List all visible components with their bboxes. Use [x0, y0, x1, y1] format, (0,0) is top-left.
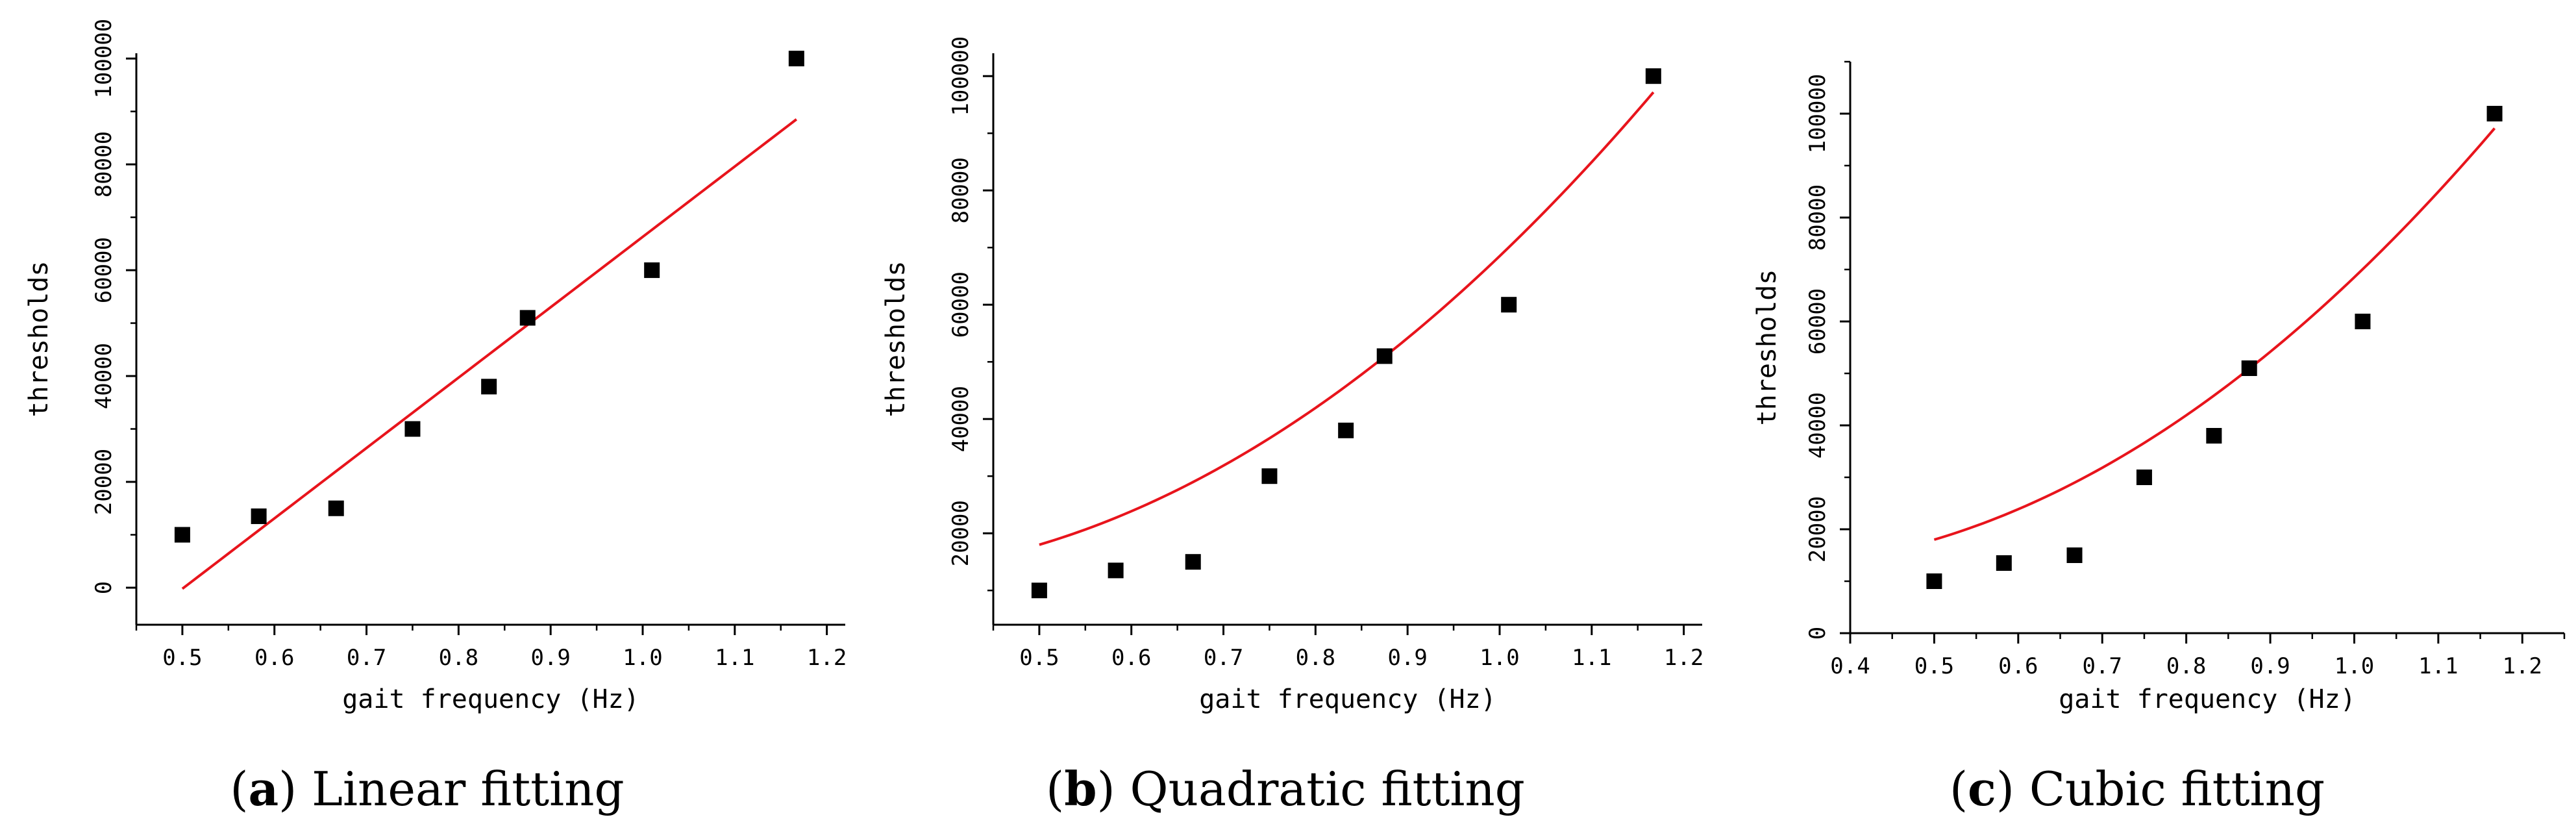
x-tick-label: 1.2 — [2503, 653, 2542, 679]
chart-panel-b: 0.5 0.6 0.7 0.8 0.9 1.0 1.1 1.2 20000 40000 60000 8… — [881, 36, 1703, 816]
panel-caption: (b) Quadratic fitting — [1046, 761, 1525, 816]
data-point — [251, 508, 267, 524]
y-axis-title: thresholds — [1752, 270, 1782, 426]
y-tick-label: 0 — [1805, 627, 1831, 640]
data-point — [2241, 360, 2257, 376]
y-tick-label: 80000 — [948, 157, 974, 223]
x-tick-label: 0.9 — [2250, 653, 2290, 679]
data-point — [1031, 583, 1047, 599]
x-tick-label: 0.4 — [1830, 653, 1870, 679]
x-tick-label: 1.0 — [2334, 653, 2374, 679]
x-tick-label: 0.7 — [1204, 645, 1243, 671]
x-axis-title: gait frequency (Hz) — [1199, 684, 1496, 714]
data-point — [328, 500, 344, 516]
y-tick-label: 80000 — [1805, 184, 1831, 251]
y-tick-label: 20000 — [91, 449, 117, 515]
x-tick-label: 0.6 — [1998, 653, 2038, 679]
y-tick-label: 0 — [91, 581, 117, 594]
caption-letter: b — [1064, 761, 1096, 816]
panel-caption: (c) Cubic fitting — [1950, 761, 2325, 816]
caption-letter: c — [1968, 761, 1996, 816]
data-point — [1996, 555, 2012, 571]
data-point — [1501, 297, 1517, 313]
x-tick-label: 0.7 — [347, 645, 386, 671]
y-axis-title: thresholds — [881, 261, 911, 418]
data-point — [2206, 428, 2222, 444]
caption-paren: ( — [1046, 762, 1064, 816]
caption-paren: ( — [1950, 762, 1968, 816]
fit-curve-line — [181, 118, 798, 590]
x-tick-label: 0.8 — [439, 645, 478, 671]
caption-letter: a — [249, 761, 279, 816]
y-tick-label: 100000 — [948, 36, 974, 116]
data-point — [1376, 348, 1393, 364]
caption-text: ) Linear fitting — [279, 762, 624, 816]
data-point — [1261, 468, 1278, 484]
x-tick-label: 1.2 — [807, 645, 847, 671]
data-point — [404, 421, 421, 437]
y-tick-label: 40000 — [91, 343, 117, 409]
x-tick-label: 0.7 — [2083, 653, 2122, 679]
y-tick-label: 20000 — [948, 500, 974, 566]
data-point — [519, 310, 536, 326]
y-axis-title: thresholds — [24, 261, 54, 418]
data-point — [2355, 314, 2371, 329]
x-tick-label: 1.1 — [715, 645, 754, 671]
chart-panel-a: 0.5 0.6 0.7 0.8 0.9 1.0 1.1 1.2 0 20000 40000 60000… — [24, 19, 847, 816]
data-point — [1645, 68, 1661, 84]
x-tick-label: 0.5 — [162, 645, 202, 671]
y-tick-label: 20000 — [1805, 496, 1831, 562]
y-tick-label: 60000 — [948, 271, 974, 338]
x-tick-label: 0.6 — [254, 645, 294, 671]
x-tick-label: 1.1 — [1572, 645, 1611, 671]
panel-caption: (a) Linear fitting — [230, 761, 624, 816]
chart-panel-c: 0.4 0.5 0.6 0.7 0.8 0.9 1.0 1.1 1.2 0 20000 40000 60… — [1752, 60, 2566, 816]
y-tick-label: 60000 — [91, 237, 117, 303]
y-tick-label: 40000 — [948, 386, 974, 452]
data-point — [2136, 470, 2152, 485]
x-axis-title: gait frequency (Hz) — [2059, 684, 2356, 714]
x-tick-label: 0.5 — [1019, 645, 1059, 671]
x-tick-label: 0.9 — [530, 645, 570, 671]
x-tick-label: 1.1 — [2418, 653, 2458, 679]
caption-paren: ( — [230, 762, 248, 816]
data-point — [1108, 562, 1124, 579]
x-tick-label: 1.2 — [1664, 645, 1703, 671]
x-tick-label: 1.0 — [623, 645, 662, 671]
y-tick-label: 60000 — [1805, 288, 1831, 355]
caption-text: ) Quadratic fitting — [1097, 762, 1525, 816]
data-point — [2486, 106, 2503, 121]
caption-text: ) Cubic fitting — [1996, 762, 2325, 816]
x-axis-title: gait frequency (Hz) — [342, 684, 639, 714]
y-tick-label: 100000 — [91, 19, 117, 99]
data-point — [788, 51, 804, 67]
x-tick-label: 0.5 — [1914, 653, 1954, 679]
data-point — [644, 262, 660, 279]
x-tick-label: 0.9 — [1387, 645, 1427, 671]
x-tick-label: 0.6 — [1111, 645, 1151, 671]
fit-curve-line — [1933, 127, 2496, 541]
data-point — [174, 527, 190, 543]
y-tick-label: 40000 — [1805, 392, 1831, 458]
y-tick-label: 80000 — [91, 131, 117, 197]
x-tick-label: 1.0 — [1480, 645, 1519, 671]
data-point — [2066, 547, 2083, 563]
data-point — [481, 379, 497, 395]
data-point — [1926, 573, 1942, 589]
x-tick-label: 0.8 — [1296, 645, 1335, 671]
x-tick-label: 0.8 — [2166, 653, 2206, 679]
y-tick-label: 100000 — [1805, 74, 1831, 154]
data-point — [1338, 422, 1354, 438]
fit-curve-line — [1039, 91, 1655, 546]
data-point — [1185, 554, 1201, 570]
